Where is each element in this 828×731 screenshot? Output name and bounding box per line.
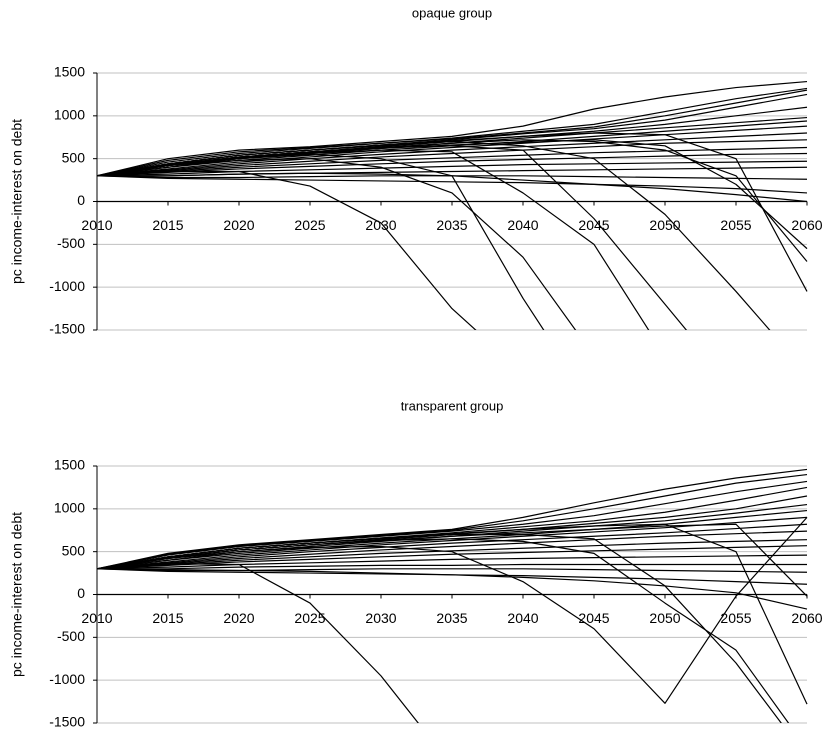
x-tick-label: 2020 xyxy=(223,217,254,233)
y-tick-label: -1000 xyxy=(49,278,85,294)
series-line xyxy=(97,563,419,723)
series-line xyxy=(97,563,807,570)
y-axis-label: pc income-interest on debt xyxy=(9,119,25,284)
x-tick-label: 2055 xyxy=(720,217,751,233)
series-line xyxy=(97,132,808,292)
series-line xyxy=(97,545,808,570)
x-tick-label: 2050 xyxy=(649,610,680,626)
series-line xyxy=(97,568,808,610)
y-tick-label: 1500 xyxy=(54,64,85,80)
series-line xyxy=(97,80,808,177)
series-line xyxy=(97,468,808,570)
y-tick-label: -1500 xyxy=(49,321,85,337)
series-line xyxy=(97,89,808,177)
x-tick-label: 2040 xyxy=(507,610,538,626)
y-tick-label: 1000 xyxy=(54,500,85,516)
x-tick-label: 2025 xyxy=(294,610,325,626)
x-tick-label: 2045 xyxy=(578,610,609,626)
series-line xyxy=(97,152,808,177)
series-line xyxy=(97,523,808,705)
x-tick-label: 2050 xyxy=(649,217,680,233)
x-tick-label: 2045 xyxy=(578,217,609,233)
x-tick-label: 2060 xyxy=(791,610,822,626)
series-line xyxy=(97,132,808,177)
x-tick-label: 2015 xyxy=(152,610,183,626)
x-tick-label: 2055 xyxy=(720,610,751,626)
series-line xyxy=(97,87,808,177)
series-line xyxy=(97,530,808,570)
x-tick-label: 2040 xyxy=(507,217,538,233)
y-tick-label: -500 xyxy=(57,235,85,251)
y-tick-label: 0 xyxy=(77,192,85,208)
x-tick-label: 2015 xyxy=(152,217,183,233)
y-tick-label: -1000 xyxy=(49,671,85,687)
x-tick-label: 2020 xyxy=(223,610,254,626)
y-tick-label: -500 xyxy=(57,628,85,644)
y-tick-label: -1500 xyxy=(49,714,85,730)
x-tick-label: 2010 xyxy=(81,610,112,626)
series-line xyxy=(97,523,808,570)
x-tick-label: 2035 xyxy=(436,217,467,233)
x-tick-label: 2025 xyxy=(294,217,325,233)
x-tick-label: 2010 xyxy=(81,217,112,233)
series-line xyxy=(97,139,808,250)
series-line xyxy=(97,170,477,330)
y-tick-label: 0 xyxy=(77,585,85,601)
plot-lines xyxy=(97,468,808,723)
chart-title: opaque group xyxy=(412,5,492,20)
series-line xyxy=(97,146,808,177)
series-line xyxy=(97,175,808,194)
series-line xyxy=(97,539,808,570)
series-line xyxy=(97,516,808,704)
series-line xyxy=(97,523,808,597)
chart-title: transparent group xyxy=(401,398,504,413)
y-axis-label: pc income-interest on debt xyxy=(9,512,25,677)
series-line xyxy=(97,554,808,570)
y-tick-label: 1500 xyxy=(54,457,85,473)
x-tick-label: 2035 xyxy=(436,610,467,626)
y-tick-label: 1000 xyxy=(54,107,85,123)
series-line xyxy=(97,473,808,570)
series-line xyxy=(97,125,808,177)
y-tick-label: 500 xyxy=(62,149,86,165)
x-tick-label: 2060 xyxy=(791,217,822,233)
x-tick-label: 2030 xyxy=(365,217,396,233)
series-line xyxy=(97,160,808,177)
series-line xyxy=(97,480,808,570)
x-tick-label: 2030 xyxy=(365,610,396,626)
plot-lines xyxy=(97,80,808,330)
y-tick-label: 500 xyxy=(62,542,86,558)
